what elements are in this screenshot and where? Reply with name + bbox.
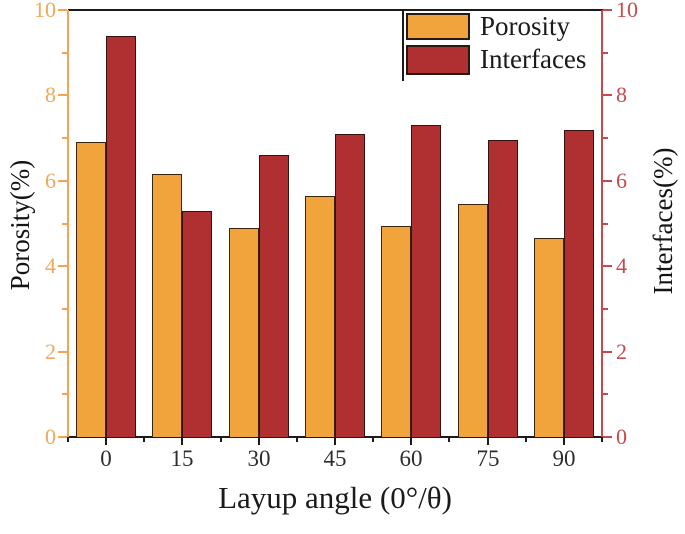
y-left-tick-label-4: 4 (45, 253, 56, 278)
x-minor-tick-1 (143, 437, 145, 442)
x-tick-label-60: 60 (399, 446, 423, 471)
y-right-tick-5 (603, 223, 608, 225)
y-right-tick-3 (603, 308, 608, 310)
y-right-tick-label-10: 10 (616, 0, 638, 22)
legend-swatch-porosity (406, 13, 470, 40)
y-right-tick-label-8: 8 (616, 82, 627, 107)
x-minor-tick-5 (448, 437, 450, 442)
bar-interfaces-45 (335, 134, 365, 437)
y-right-tick-4 (603, 265, 612, 267)
x-minor-tick-2 (220, 437, 222, 442)
bar-interfaces-60 (411, 125, 441, 437)
bar-interfaces-0 (106, 36, 136, 437)
y-right-tick-2 (603, 351, 612, 353)
x-axis-title: Layup angle (0°/θ) (218, 480, 452, 515)
legend-border (402, 11, 404, 81)
x-tick-label-30: 30 (247, 446, 271, 471)
y-right-tick-9 (603, 52, 608, 54)
y-left-tick-label-10: 10 (34, 0, 56, 22)
x-minor-tick-3 (296, 437, 298, 442)
bar-porosity-0 (76, 142, 106, 437)
bar-porosity-30 (229, 228, 259, 437)
x-tick-30 (258, 437, 260, 445)
bar-porosity-90 (534, 238, 564, 437)
y-left-tick-1 (62, 393, 67, 395)
x-minor-tick-0 (67, 437, 69, 442)
y-left-tick-0 (58, 436, 67, 438)
y-right-tick-8 (603, 94, 612, 96)
legend-label-interfaces: Interfaces (480, 44, 587, 74)
y-left-tick-3 (62, 308, 67, 310)
y-left-tick-4 (58, 265, 67, 267)
x-tick-0 (105, 437, 107, 445)
plot-top-border (68, 9, 604, 11)
x-minor-tick-4 (372, 437, 374, 442)
y-right-tick-7 (603, 137, 608, 139)
x-tick-60 (410, 437, 412, 445)
y-right-tick-label-6: 6 (616, 168, 627, 193)
bar-porosity-60 (381, 226, 411, 437)
y-left-tick-5 (62, 223, 67, 225)
x-tick-label-0: 0 (100, 446, 112, 471)
y-left-tick-7 (62, 137, 67, 139)
y-left-tick-10 (58, 9, 67, 11)
y-left-tick-label-0: 0 (45, 424, 56, 449)
bar-interfaces-15 (182, 211, 212, 437)
y-left-tick-label-6: 6 (45, 168, 56, 193)
y-left-tick-label-2: 2 (45, 339, 56, 364)
y-left-tick-6 (58, 180, 67, 182)
y-left-tick-2 (58, 351, 67, 353)
x-tick-15 (181, 437, 183, 445)
bar-interfaces-75 (488, 140, 518, 437)
legend-label-porosity: Porosity (480, 11, 571, 41)
bar-porosity-15 (152, 174, 182, 437)
y-right-tick-label-2: 2 (616, 339, 627, 364)
x-tick-45 (334, 437, 336, 445)
x-tick-label-75: 75 (476, 446, 500, 471)
x-tick-75 (487, 437, 489, 445)
x-minor-tick-6 (525, 437, 527, 442)
y-right-tick-0 (603, 436, 612, 438)
y-right-tick-10 (603, 9, 612, 11)
bar-porosity-75 (458, 204, 488, 437)
left-axis-title: Porosity(%) (5, 159, 35, 291)
bar-porosity-45 (305, 196, 335, 437)
y-right-tick-label-0: 0 (616, 424, 627, 449)
y-right-tick-6 (603, 180, 612, 182)
y-left-tick-9 (62, 52, 67, 54)
left-y-axis-line (67, 10, 69, 437)
x-minor-tick-7 (601, 437, 603, 442)
right-y-axis-line (601, 10, 603, 438)
bar-interfaces-90 (564, 130, 594, 437)
y-left-tick-label-8: 8 (45, 82, 56, 107)
x-tick-label-90: 90 (552, 446, 576, 471)
x-tick-90 (563, 437, 565, 445)
legend-swatch-interfaces (406, 45, 470, 75)
x-tick-label-15: 15 (170, 446, 194, 471)
y-right-tick-label-4: 4 (616, 253, 627, 278)
right-axis-title: Interfaces(%) (648, 147, 678, 295)
y-right-tick-1 (603, 393, 608, 395)
x-tick-label-45: 45 (323, 446, 347, 471)
bar-interfaces-30 (259, 155, 289, 437)
y-left-tick-8 (58, 94, 67, 96)
